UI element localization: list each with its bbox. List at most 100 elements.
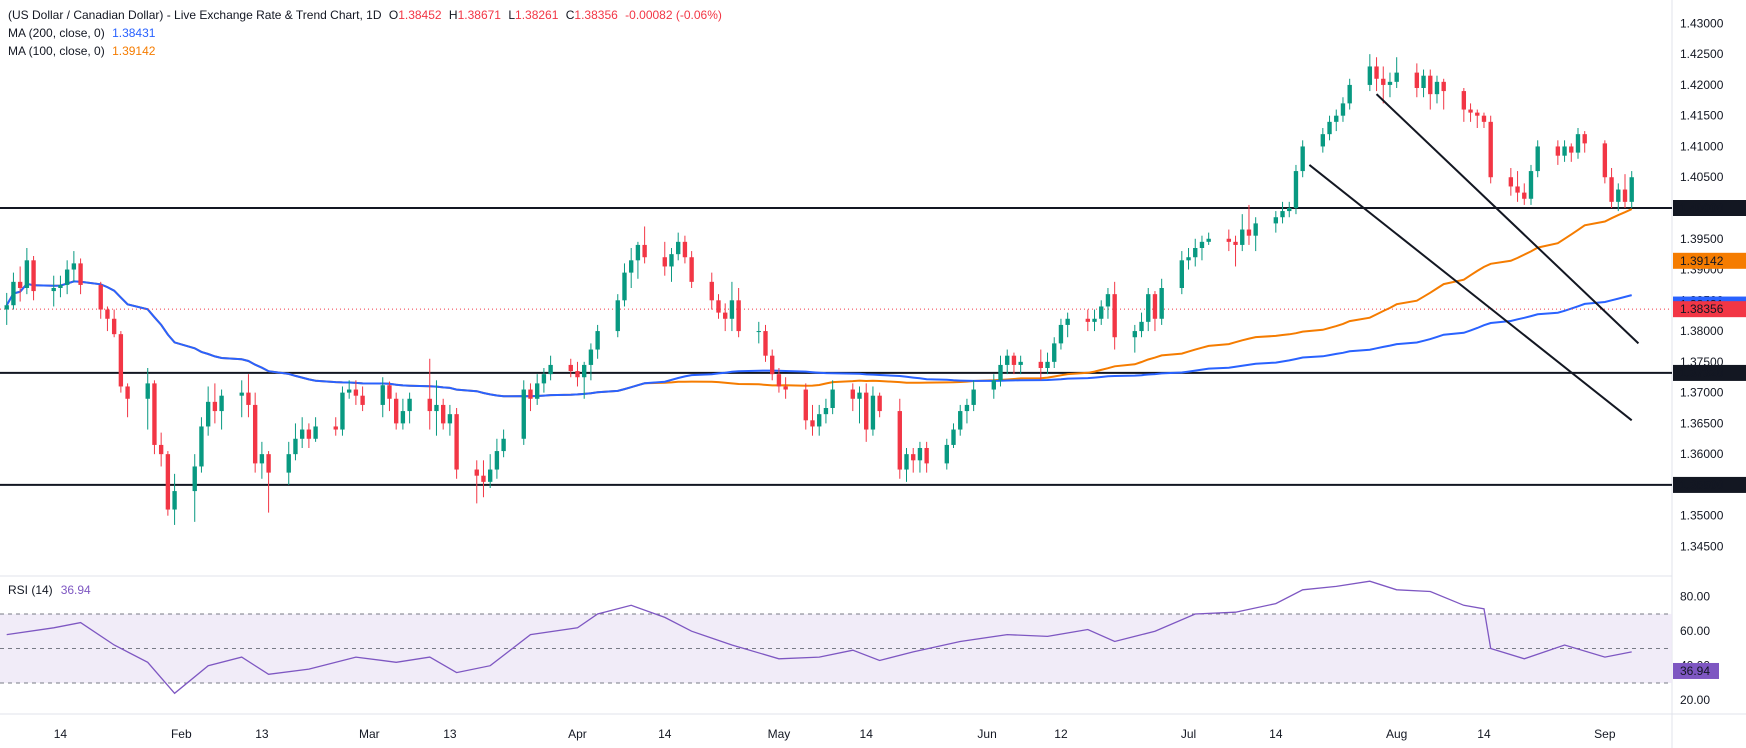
candle-body	[98, 284, 103, 310]
candle-body	[830, 389, 835, 408]
candle-body	[1515, 186, 1520, 193]
candle-body	[1508, 177, 1514, 187]
candle-body	[1461, 91, 1467, 110]
price-tick-label: 1.37000	[1680, 386, 1724, 400]
rsi-tick-label: 80.00	[1680, 590, 1710, 604]
candle-body	[971, 389, 976, 405]
candle-body	[1186, 257, 1191, 261]
candle-body	[642, 244, 647, 258]
candle-body	[541, 374, 547, 384]
candle-body	[1528, 171, 1534, 199]
candle-body	[1132, 331, 1137, 338]
candle-body	[669, 254, 674, 267]
candle-body	[125, 386, 130, 399]
candle-body	[1193, 248, 1198, 258]
time-tick-label: 14	[860, 727, 874, 741]
candle-body	[924, 448, 929, 464]
candle-body	[313, 426, 318, 439]
candle-body	[1602, 143, 1608, 178]
level-price-tag-label: 1.37320	[1680, 366, 1724, 380]
candle-body	[252, 404, 258, 464]
rsi-value-tag	[1673, 662, 1719, 679]
ohlc-open: 1.38452	[398, 8, 442, 22]
candle-body	[434, 404, 439, 412]
candle-body	[24, 260, 30, 288]
candle-body	[1582, 134, 1587, 144]
price-tag-label: 1.38356	[1680, 302, 1724, 316]
time-tick-label: Jul	[1181, 727, 1196, 741]
time-tick-label: Mar	[359, 727, 380, 741]
candle-body	[595, 331, 600, 350]
candle-body	[1394, 72, 1399, 82]
candle-body	[998, 364, 1003, 381]
candle-body	[219, 395, 224, 412]
ma100-legend: MA (100, close, 0) 1.39142	[8, 44, 155, 58]
candle-body	[380, 385, 385, 405]
candle-body	[1522, 192, 1527, 199]
candle-body	[1421, 75, 1426, 88]
candle-body	[958, 411, 963, 430]
ma200-value: 1.38431	[112, 26, 156, 40]
candle-body	[1340, 103, 1346, 116]
rsi-value-tag-label: 36.94	[1680, 664, 1710, 678]
candle-body	[1374, 66, 1379, 79]
candle-body	[58, 284, 63, 288]
candle-body	[306, 429, 312, 439]
price-tick-label: 1.36500	[1680, 416, 1724, 430]
candle-body	[494, 451, 500, 470]
ohlc-close-label: C	[565, 8, 575, 22]
candle-body	[682, 241, 688, 258]
level-price-tag	[1673, 476, 1746, 493]
candle-body	[31, 260, 36, 292]
time-tick-label: 14	[54, 727, 68, 741]
candle-body	[192, 466, 197, 492]
candle-body	[1468, 109, 1473, 113]
time-tick-label: 12	[1054, 727, 1068, 741]
candle-body	[1005, 355, 1010, 365]
candle-body	[145, 383, 150, 399]
price-tick-label: 1.39500	[1680, 232, 1724, 246]
candle-body	[1320, 134, 1326, 147]
candle-body	[776, 374, 782, 387]
ohlc-high: 1.38671	[457, 8, 501, 22]
candle-body	[152, 383, 157, 445]
price-tag-label: 1.39142	[1680, 254, 1724, 268]
time-tick-label: 14	[1477, 727, 1491, 741]
chart-title: (US Dollar / Canadian Dollar) - Live Exc…	[8, 8, 382, 22]
time-tick-label: May	[768, 727, 791, 741]
time-tick-label: Apr	[568, 727, 587, 741]
candle-body	[78, 263, 83, 285]
candle-body	[1058, 324, 1064, 344]
ma200-label: MA (200, close, 0)	[8, 26, 105, 40]
candle-body	[1428, 75, 1433, 95]
candle-body	[810, 420, 815, 427]
candle-body	[1099, 306, 1104, 319]
candle-body	[1226, 238, 1232, 242]
level-price-tag	[1673, 364, 1746, 381]
candle-body	[756, 331, 761, 333]
candle-body	[1481, 115, 1487, 122]
candle-body	[1475, 112, 1480, 116]
rsi-tick-label: 20.00	[1680, 693, 1710, 707]
candle-body	[400, 411, 406, 424]
candle-body	[1199, 241, 1205, 248]
time-tick-label: 14	[1269, 727, 1283, 741]
candle-body	[676, 241, 681, 255]
level-price-tag	[1673, 200, 1746, 216]
candle-body	[293, 438, 298, 455]
candle-body	[582, 364, 587, 378]
candle-body	[393, 398, 399, 424]
ohlc-open-label: O	[388, 8, 399, 22]
candle-body	[474, 469, 479, 476]
candle-body	[447, 414, 453, 424]
level-price-tag-label: 1.40000	[1680, 201, 1724, 215]
candle-body	[588, 349, 594, 365]
candle-body	[299, 429, 305, 439]
price-tick-label: 1.41000	[1680, 139, 1724, 153]
candle-body	[1287, 208, 1292, 212]
candle-body	[246, 392, 251, 405]
candle-body	[1092, 318, 1097, 322]
candle-body	[1273, 217, 1279, 224]
candle-body	[770, 355, 775, 375]
time-tick-label: Aug	[1386, 727, 1407, 741]
